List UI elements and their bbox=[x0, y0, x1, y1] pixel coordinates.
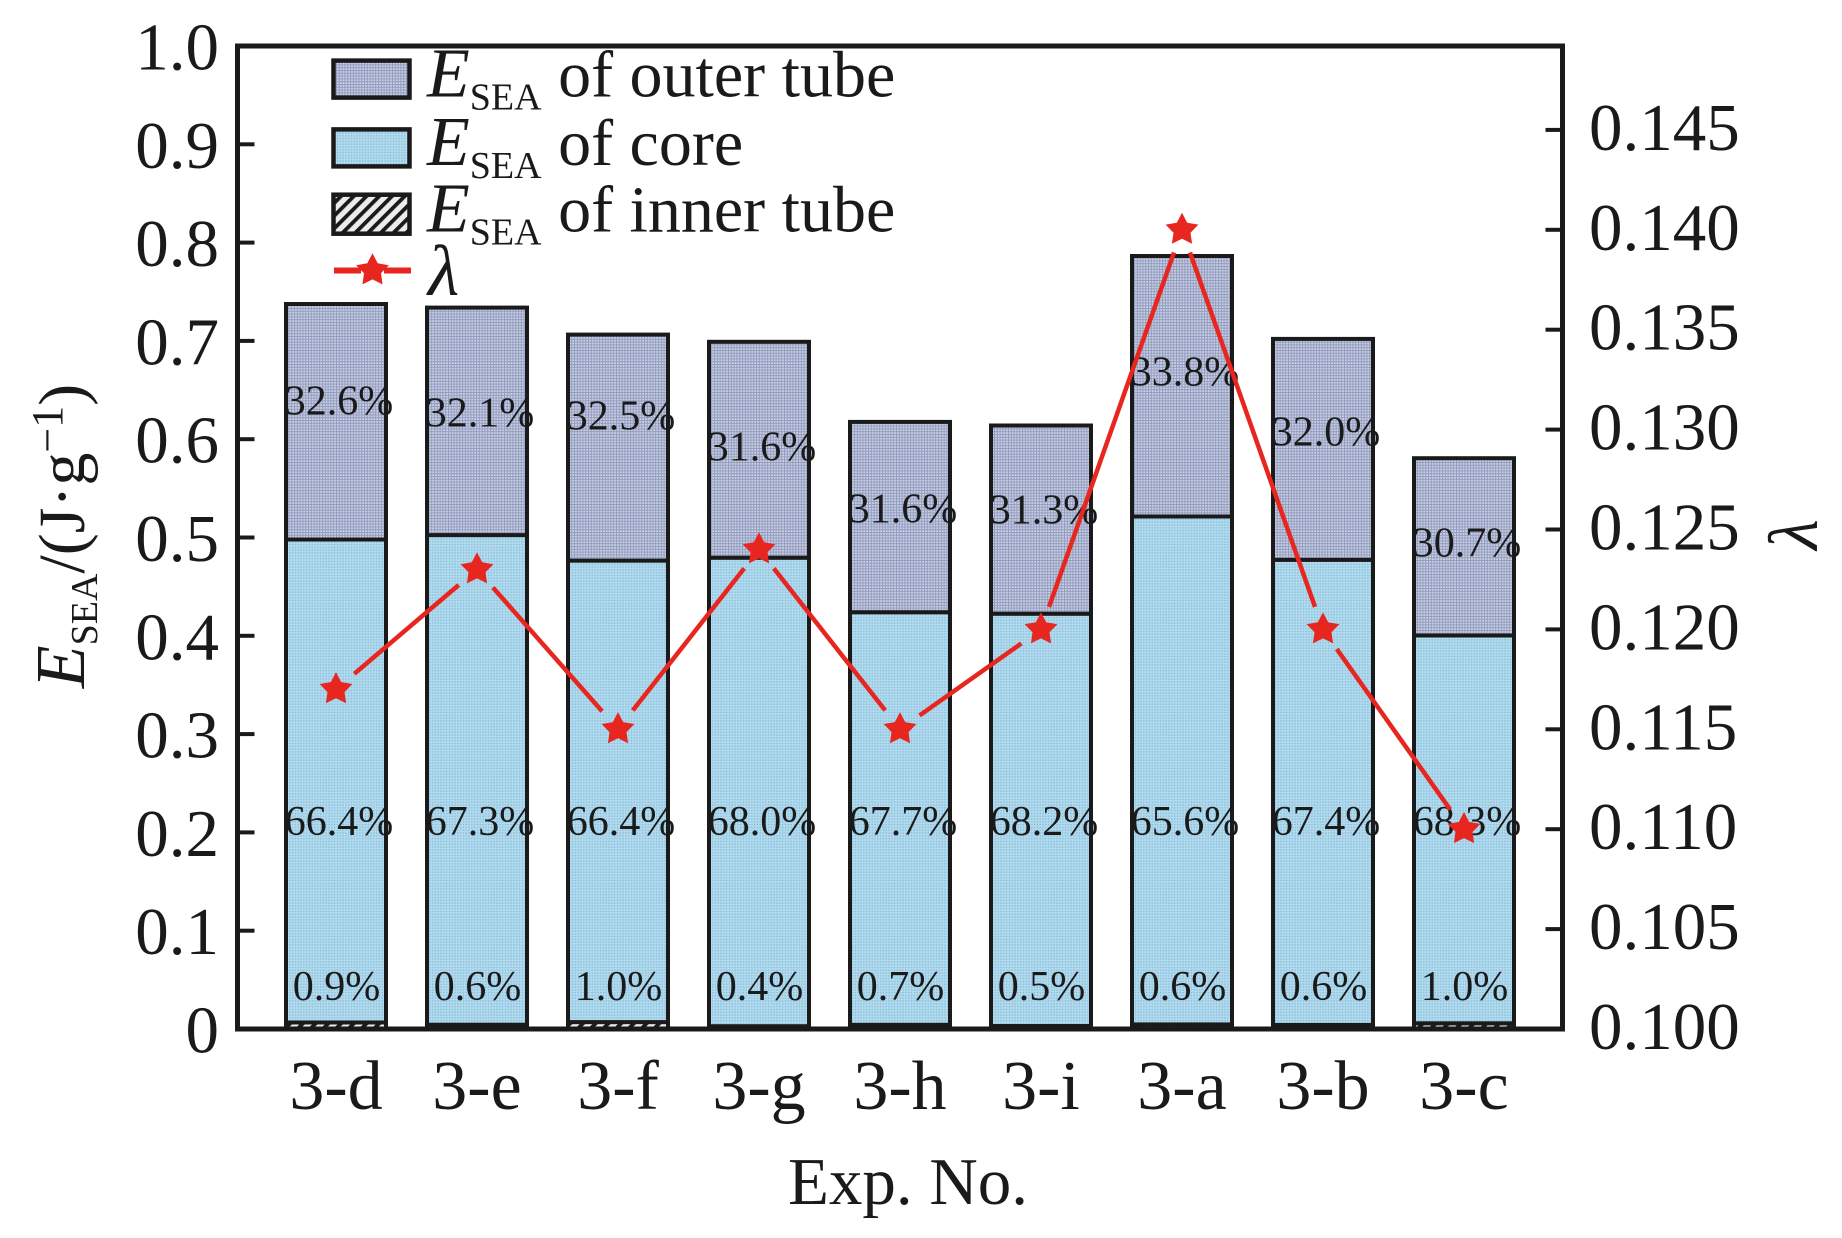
svg-text:30.7%: 30.7% bbox=[1413, 521, 1522, 567]
svg-text:1.0%: 1.0% bbox=[575, 964, 663, 1010]
svg-text:0: 0 bbox=[186, 994, 220, 1068]
svg-text:0.9%: 0.9% bbox=[293, 964, 381, 1010]
svg-text:3-e: 3-e bbox=[432, 1048, 521, 1125]
svg-text:0.115: 0.115 bbox=[1589, 690, 1737, 764]
svg-text:0.5%: 0.5% bbox=[998, 964, 1086, 1010]
svg-text:0.110: 0.110 bbox=[1589, 790, 1737, 864]
svg-text:0.2: 0.2 bbox=[135, 797, 219, 871]
svg-text:0.7: 0.7 bbox=[135, 305, 219, 379]
svg-text:68.0%: 68.0% bbox=[708, 799, 817, 845]
svg-text:3-g: 3-g bbox=[712, 1048, 805, 1125]
svg-text:ESEA/(J·g−1): ESEA/(J·g−1) bbox=[23, 384, 106, 689]
svg-text:0.100: 0.100 bbox=[1589, 990, 1740, 1064]
svg-text:0.6: 0.6 bbox=[135, 404, 219, 478]
svg-text:0.5: 0.5 bbox=[135, 502, 219, 576]
svg-text:1.0: 1.0 bbox=[135, 11, 219, 85]
svg-text:λ: λ bbox=[1756, 519, 1833, 551]
svg-text:32.6%: 32.6% bbox=[285, 379, 394, 425]
svg-text:0.4: 0.4 bbox=[135, 600, 219, 674]
svg-text:3-i: 3-i bbox=[1002, 1048, 1080, 1125]
svg-text:3-f: 3-f bbox=[577, 1048, 659, 1125]
svg-text:67.7%: 67.7% bbox=[849, 799, 958, 845]
svg-text:0.140: 0.140 bbox=[1589, 191, 1740, 265]
svg-text:32.5%: 32.5% bbox=[567, 394, 676, 440]
svg-text:0.6%: 0.6% bbox=[1280, 964, 1368, 1010]
svg-text:0.6%: 0.6% bbox=[434, 964, 522, 1010]
svg-text:3-d: 3-d bbox=[289, 1048, 382, 1125]
svg-text:ESEA of inner tube: ESEA of inner tube bbox=[426, 171, 895, 254]
svg-text:λ: λ bbox=[426, 231, 459, 311]
svg-text:0.125: 0.125 bbox=[1589, 491, 1740, 565]
svg-text:68.2%: 68.2% bbox=[990, 799, 1099, 845]
svg-text:31.6%: 31.6% bbox=[849, 487, 958, 533]
svg-text:0.145: 0.145 bbox=[1589, 91, 1740, 165]
svg-text:ESEA of core: ESEA of core bbox=[426, 104, 743, 187]
svg-text:0.120: 0.120 bbox=[1589, 590, 1740, 664]
svg-text:66.4%: 66.4% bbox=[285, 799, 394, 845]
svg-text:0.6%: 0.6% bbox=[1139, 964, 1227, 1010]
svg-text:31.6%: 31.6% bbox=[708, 425, 817, 471]
svg-text:3-c: 3-c bbox=[1419, 1048, 1508, 1125]
svg-text:65.6%: 65.6% bbox=[1131, 799, 1240, 845]
svg-text:3-h: 3-h bbox=[853, 1048, 946, 1125]
svg-text:0.130: 0.130 bbox=[1589, 391, 1740, 465]
svg-text:0.105: 0.105 bbox=[1589, 890, 1740, 964]
svg-text:33.8%: 33.8% bbox=[1131, 350, 1240, 396]
svg-text:0.1: 0.1 bbox=[135, 895, 219, 969]
svg-text:31.3%: 31.3% bbox=[990, 488, 1099, 534]
svg-text:0.7%: 0.7% bbox=[857, 964, 945, 1010]
svg-text:ESEA of outer tube: ESEA of outer tube bbox=[426, 36, 895, 119]
svg-text:Exp. No.: Exp. No. bbox=[788, 1145, 1028, 1219]
svg-text:0.9: 0.9 bbox=[135, 109, 219, 183]
svg-text:32.1%: 32.1% bbox=[426, 391, 535, 437]
svg-text:67.3%: 67.3% bbox=[426, 799, 535, 845]
svg-text:67.4%: 67.4% bbox=[1272, 799, 1381, 845]
svg-text:0.135: 0.135 bbox=[1589, 291, 1740, 365]
svg-text:3-b: 3-b bbox=[1276, 1048, 1369, 1125]
svg-text:1.0%: 1.0% bbox=[1421, 964, 1509, 1010]
svg-text:32.0%: 32.0% bbox=[1272, 410, 1381, 456]
svg-text:3-a: 3-a bbox=[1137, 1048, 1226, 1125]
svg-text:66.4%: 66.4% bbox=[567, 799, 676, 845]
svg-text:0.4%: 0.4% bbox=[716, 964, 804, 1010]
svg-text:0.3: 0.3 bbox=[135, 699, 219, 773]
svg-text:0.8: 0.8 bbox=[135, 207, 219, 281]
